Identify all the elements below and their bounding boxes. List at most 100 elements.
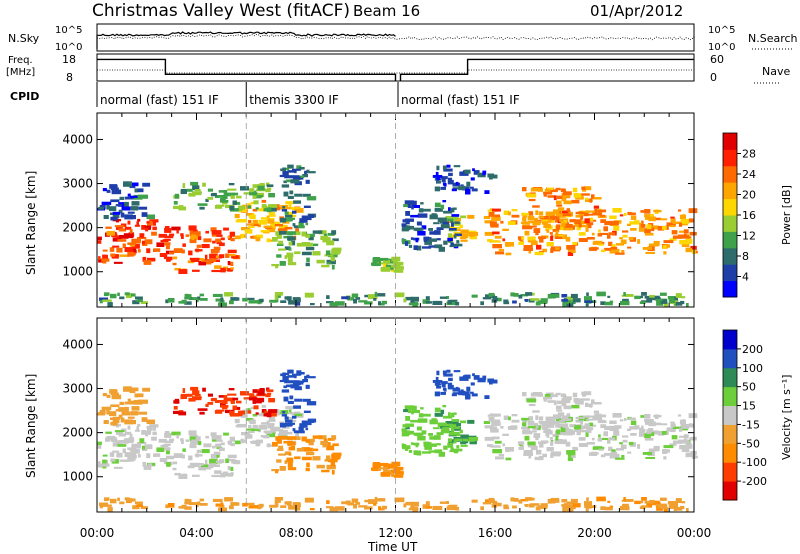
power-echo-cell — [442, 200, 447, 203]
power-echo-cell — [454, 233, 462, 237]
power-echo-cell — [510, 292, 515, 297]
power-echo-cell — [377, 293, 386, 297]
velocity-echo-cell — [552, 416, 559, 420]
power-echo-cell — [448, 207, 451, 212]
velocity-echo-cell — [131, 387, 139, 392]
velocity-echo-cell — [604, 506, 613, 511]
power-echo-cell — [530, 298, 540, 301]
velocity-echo-cell — [683, 438, 687, 443]
power-echo-cell — [192, 191, 202, 196]
power-echo-cell — [306, 257, 310, 263]
power-echo-cell — [452, 187, 463, 190]
velocity-echo-cell — [287, 436, 296, 440]
power-echo-cell — [525, 292, 533, 296]
velocity-echo-cell — [303, 410, 311, 413]
velocity-echo-cell — [584, 501, 592, 506]
power-echo-cell — [458, 185, 466, 191]
power-echo-cell — [123, 233, 134, 239]
power-echo-cell — [269, 299, 278, 303]
velocity-echo-cell — [174, 472, 181, 476]
velocity-echo-cell — [679, 445, 689, 450]
velocity-echo-cell — [448, 377, 453, 382]
velocity-echo-cell — [428, 450, 435, 453]
velocity-echo-cell — [502, 433, 509, 436]
velocity-echo-cell — [586, 497, 589, 501]
power-echo-cell — [491, 299, 498, 303]
power-echo-cell — [555, 230, 559, 236]
power-echo-cell — [124, 196, 135, 200]
velocity-echo-cell — [127, 425, 131, 430]
velocity-echo-cell — [220, 472, 226, 478]
velocity-echo-cell — [112, 442, 122, 447]
power-echo-cell — [615, 252, 625, 255]
velocity-echo-cell — [159, 458, 168, 462]
power-echo-cell — [131, 243, 140, 249]
power-echo-cell — [620, 239, 627, 245]
velocity-echo-cell — [230, 472, 234, 475]
power-echo-cell — [524, 230, 530, 236]
velocity-echo-cell — [546, 392, 554, 395]
velocity-echo-cell — [293, 430, 298, 434]
power-echo-cell — [182, 243, 186, 247]
power-echo-cell — [625, 294, 634, 297]
power-echo-cell — [450, 219, 454, 224]
power-echo-cell — [279, 224, 288, 230]
power-echo-cell — [644, 295, 654, 299]
velocity-echo-cell — [562, 505, 568, 509]
velocity-echo-cell — [215, 503, 224, 507]
velocity-echo-cell — [284, 501, 288, 505]
power-echo-cell — [456, 240, 460, 244]
power-echo-cell — [227, 188, 237, 191]
power-echo-cell — [151, 231, 157, 236]
velocity-echo-cell — [467, 419, 475, 424]
power-echo-cell — [284, 167, 290, 171]
velocity-echo-cell — [487, 444, 493, 447]
velocity-echo-cell — [449, 450, 458, 453]
power-echo-cell — [232, 200, 237, 205]
power-echo-cell — [572, 241, 578, 245]
power-echo-cell — [417, 213, 428, 218]
velocity-colorbar-frame — [722, 329, 738, 501]
power-echo-cell — [306, 196, 317, 201]
power-echo-cell — [115, 204, 122, 207]
power-echo-cell — [575, 211, 585, 214]
power-echo-cell — [210, 227, 217, 232]
power-echo-cell — [230, 195, 235, 199]
velocity-echo-cell — [237, 424, 247, 428]
velocity-colorbar-swatch — [723, 330, 737, 350]
velocity-echo-cell — [578, 443, 588, 447]
velocity-echo-cell — [181, 454, 185, 459]
velocity-echo-cell — [114, 430, 125, 433]
velocity-echo-cell — [358, 505, 368, 508]
velocity-echo-cell — [525, 497, 533, 501]
velocity-echo-cell — [378, 507, 385, 511]
power-echo-cell — [662, 226, 667, 230]
velocity-echo-cell — [146, 426, 150, 429]
power-echo-cell — [97, 236, 102, 241]
power-echo-cell — [301, 231, 307, 237]
power-echo-cell — [119, 196, 125, 200]
date-label: 01/Apr/2012 — [590, 2, 683, 20]
velocity-echo-cell — [255, 412, 259, 415]
velocity-echo-cell — [199, 463, 204, 466]
velocity-echo-cell — [546, 447, 554, 451]
power-echo-cell — [322, 238, 328, 243]
power-echo-cell — [133, 194, 143, 200]
power-echo-cell — [679, 240, 689, 245]
power-echo-cell — [511, 209, 518, 212]
power-echo-cell — [216, 250, 220, 253]
velocity-ylabel: Slant Range [km] — [24, 374, 38, 478]
velocity-echo-cell — [282, 411, 286, 414]
power-echo-cell — [505, 242, 514, 247]
velocity-echo-cell — [379, 462, 389, 466]
velocity-echo-cell — [585, 415, 590, 418]
velocity-echo-cell — [432, 505, 443, 510]
power-echo-cell — [268, 207, 277, 212]
velocity-echo-cell — [539, 442, 544, 448]
velocity-echo-cell — [522, 430, 532, 435]
power-echo-cell — [405, 218, 414, 222]
power-echo-cell — [677, 209, 682, 212]
velocity-echo-cell — [561, 401, 567, 407]
velocity-echo-cell — [465, 393, 471, 399]
power-echo-cell — [431, 213, 437, 218]
